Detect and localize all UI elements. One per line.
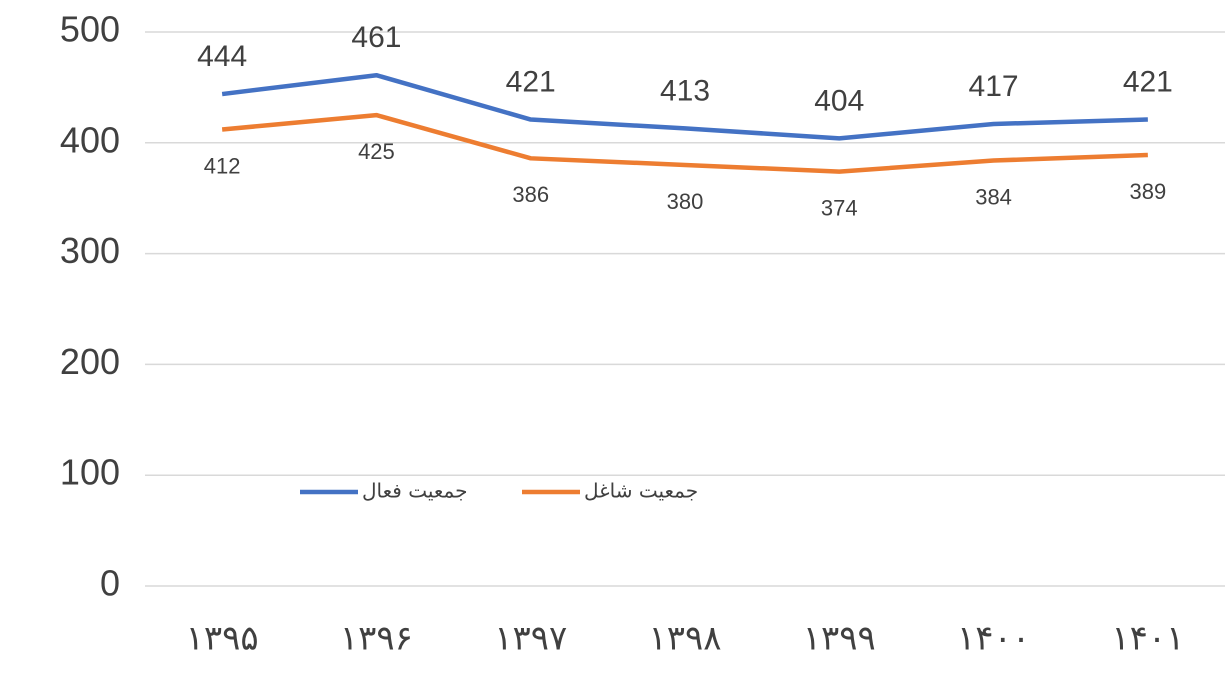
legend-label: جمعیت فعال [362,479,467,503]
y-tick-label: 0 [100,563,120,604]
data-label: 421 [506,65,556,98]
legend-label: جمعیت شاغل [584,479,698,503]
data-label: 461 [351,21,401,54]
data-label: 374 [821,195,858,220]
series-line [221,112,1148,174]
x-tick-label: ۱۳۹۷ [494,619,567,659]
data-label: 386 [512,182,549,207]
x-tick-label: ۱۴۰۱ [1111,619,1184,659]
data-label: 444 [197,40,247,73]
y-tick-label: 400 [60,119,120,160]
x-tick-label: ۱۳۹۸ [648,619,721,659]
y-tick-label: 100 [60,452,120,493]
series-line [221,72,1148,141]
data-label: 412 [204,153,241,178]
y-tick-label: 300 [60,230,120,271]
y-tick-label: 500 [60,9,120,50]
data-label: 384 [975,184,1012,209]
data-label: 421 [1123,65,1173,98]
data-label: 380 [667,189,704,214]
y-tick-label: 200 [60,341,120,382]
data-label: 404 [814,84,864,117]
x-tick-label: ۱۳۹۵ [186,619,259,659]
data-label: 417 [969,70,1019,103]
x-tick-label: ۱۳۹۹ [803,619,876,659]
data-label: 389 [1129,179,1166,204]
data-label: 425 [358,139,395,164]
x-tick-label: ۱۳۹۶ [340,619,413,659]
data-label: 413 [660,74,710,107]
x-tick-label: ۱۴۰۰ [957,619,1030,659]
